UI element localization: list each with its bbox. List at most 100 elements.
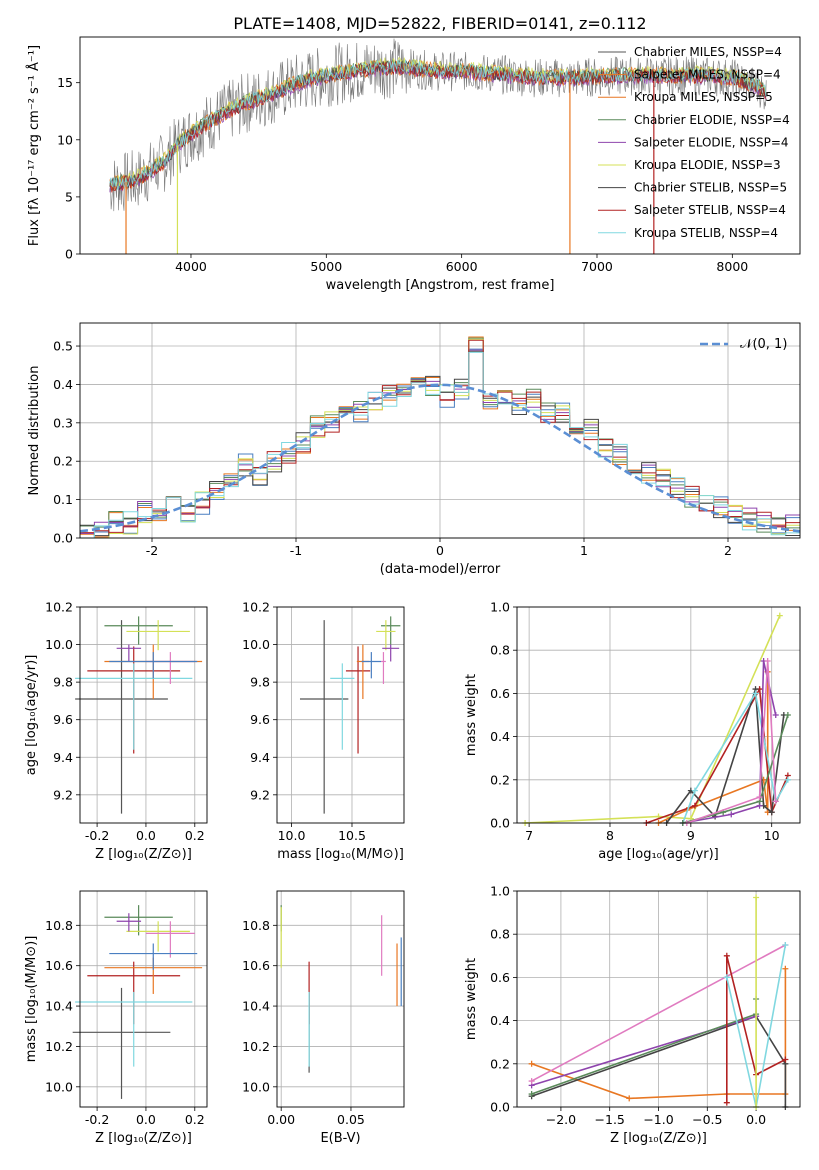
age_vs_Z-frame — [80, 607, 207, 823]
weight_vs_Z-xtick-label: 0.0 — [746, 1112, 766, 1127]
weight_vs_Z-xtick-label: −0.5 — [692, 1112, 722, 1127]
spectrum-xtick-label: 7000 — [581, 259, 613, 274]
weight_vs_age-ytick-label: 0.4 — [490, 729, 510, 744]
mass_vs_ebv-xtick-label: 0.05 — [337, 1112, 365, 1127]
mass_vs_ebv-xtick-label: 0.00 — [267, 1112, 295, 1127]
errorbar-point-5 — [126, 921, 189, 951]
mass_vs_Z-ytick-label: 10.2 — [45, 1039, 73, 1054]
age_vs_Z-ytick-label: 9.2 — [53, 787, 73, 802]
weight_vs_age-panel: 7 8 9 10 0.0 0.2 0.4 0.6 0.8 1.0 age [log₁₀(age/yr… — [464, 600, 800, 863]
age_vs_Z-xtick-label: -0.2 — [85, 828, 109, 843]
age_vs_Z-ytick-label: 10.2 — [45, 600, 73, 615]
weight_vs_Z-ytick-label: 0.4 — [490, 1013, 510, 1028]
spectrum-xtick-label: 4000 — [175, 259, 207, 274]
legend-label-3: Chabrier ELODIE, NSSP=4 — [634, 113, 790, 127]
spectrum-ytick-label: 10 — [57, 132, 73, 147]
age_vs_Z-ytick-label: 9.6 — [53, 712, 73, 727]
weight-line-0 — [525, 616, 780, 823]
gaussian-legend-label: 𝒩(0, 1) — [740, 337, 787, 352]
mass_vs_Z-ytick-label: 10.0 — [45, 1079, 73, 1094]
age_vs_mass-xlabel: mass [log₁₀(M/M⊙)] — [277, 847, 404, 862]
residuals-panel: -2 -1 0 1 20.00.10.20.30.40.5(data-model)/er… — [27, 323, 800, 577]
weight-marker — [529, 1078, 535, 1084]
legend-label-1: Salpeter MILES, NSSP=4 — [634, 68, 781, 82]
spectrum-ylabel: Flux [fλ 10⁻¹⁷ erg cm⁻² s⁻¹ Å⁻¹] — [26, 45, 42, 246]
weight_vs_age-xtick-label: 10 — [764, 828, 780, 843]
age_vs_Z-xtick-label: 0.0 — [136, 828, 156, 843]
weight-marker — [765, 658, 771, 664]
age_vs_mass-panel: 10.0 10.59.29.49.69.810.010.2mass [log₁₀(… — [242, 600, 404, 863]
errorbar-point-0 — [75, 620, 168, 813]
legend-label-5: Kroupa ELODIE, NSSP=3 — [634, 158, 781, 172]
age_vs_Z-ylabel: age [log₁₀(age/yr)] — [24, 655, 39, 776]
residuals-xlabel: (data-model)/error — [380, 562, 501, 577]
legend-label-0: Chabrier MILES, NSSP=4 — [634, 45, 782, 59]
weight_vs_Z-ytick-label: 0.0 — [490, 1100, 510, 1115]
spectrum-xtick-label: 5000 — [310, 259, 342, 274]
weight-marker — [785, 712, 791, 718]
mass_vs_Z-ytick-label: 10.6 — [45, 958, 73, 973]
age_vs_mass-ytick-label: 10.0 — [242, 637, 270, 652]
residuals-ytick-label: 0.0 — [53, 531, 73, 546]
mass_vs_Z-panel: -0.2 0.0 0.2 10.0 10.2 10.4 10.6 10.8 Z [log₁₀(Z… — [24, 891, 207, 1146]
mass_vs_Z-frame — [80, 891, 207, 1107]
errorbar-point-0 — [73, 988, 171, 1099]
age_vs_mass-xtick-label: 10.5 — [338, 828, 366, 843]
spectrum-ytick-label: 0 — [65, 247, 73, 262]
weight_vs_age-ytick-label: 1.0 — [490, 600, 510, 615]
spectrum-xtick-label: 8000 — [716, 259, 748, 274]
weight-marker — [529, 1061, 535, 1067]
weight-line-4 — [532, 999, 757, 1094]
errorbar-point-2 — [346, 646, 370, 753]
age_vs_Z-ytick-label: 10.0 — [45, 637, 73, 652]
legend-label-6: Chabrier STELIB, NSSP=5 — [634, 181, 787, 195]
weight_vs_age-ytick-label: 0.8 — [490, 643, 510, 658]
errorbar-point-4 — [75, 992, 192, 1067]
weight_vs_Z-xtick-label: −1.0 — [643, 1112, 673, 1127]
mass_vs_Z-ylabel: mass [log₁₀(M/M⊙)] — [24, 936, 39, 1063]
weight-marker — [753, 894, 759, 900]
age_vs_Z-xlabel: Z [log₁₀(Z/Z⊙)] — [95, 847, 192, 862]
residuals-xtick-label: -2 — [146, 543, 158, 558]
errorbar-point-6 — [381, 652, 386, 684]
legend-label-2: Kroupa MILES, NSSP=5 — [634, 90, 773, 104]
age_vs_Z-ytick-label: 9.8 — [53, 675, 73, 690]
errorbar-point-7 — [117, 645, 141, 662]
mass_vs_Z-xtick-label: -0.2 — [85, 1112, 109, 1127]
spectrum-xtick-label: 6000 — [446, 259, 478, 274]
weight_vs_Z-panel: −2.0 −1.5 −1.0 −0.5 0.0 0.0 0.2 0.4 0.6 0.8 1.0 Z [… — [464, 884, 800, 1147]
age_vs_mass-ytick-label: 9.6 — [250, 712, 270, 727]
mass_vs_ebv-ytick-label: 10.2 — [242, 1039, 270, 1054]
errorbar-point-0 — [300, 620, 348, 813]
weight_vs_Z-ytick-label: 1.0 — [490, 884, 510, 899]
residuals-ytick-label: 0.3 — [53, 415, 73, 430]
mass_vs_ebv-ytick-label: 10.4 — [242, 999, 270, 1014]
age_vs_Z-panel: -0.2 0.0 0.29.29.49.69.810.010.2Z [log₁₀(Z… — [24, 600, 207, 863]
errorbar-point-4 — [75, 663, 192, 749]
errorbar-point-1 — [104, 616, 172, 644]
legend-label-8: Kroupa STELIB, NSSP=4 — [634, 226, 778, 240]
weight_vs_Z-xlabel: Z [log₁₀(Z/Z⊙)] — [610, 1131, 707, 1146]
weight_vs_Z-ylabel: mass weight — [464, 958, 479, 1040]
errorbar-point-3 — [357, 645, 369, 699]
weight_vs_age-ytick-label: 0.0 — [490, 816, 510, 831]
weight-marker — [724, 1100, 730, 1106]
weight_vs_age-xlabel: age [log₁₀(age/yr)] — [598, 847, 719, 862]
residuals-xtick-label: -1 — [290, 543, 302, 558]
age_vs_Z-ytick-label: 9.4 — [53, 750, 73, 765]
weight_vs_Z-ytick-label: 0.2 — [490, 1056, 510, 1071]
age_vs_mass-frame — [277, 607, 404, 823]
residuals-ytick-label: 0.4 — [53, 377, 73, 392]
residuals-ytick-label: 0.5 — [53, 339, 73, 354]
spectrum-ytick-label: 15 — [57, 75, 73, 90]
errorbar-point-8 — [109, 652, 197, 678]
mass_vs_Z-ytick-label: 10.8 — [45, 918, 73, 933]
figure: PLATE=1408, MJD=52822, FIBERID=0141, z=0… — [0, 0, 819, 1170]
mass_vs_Z-xtick-label: 0.2 — [185, 1112, 205, 1127]
mass_vs_ebv-ytick-label: 10.8 — [242, 918, 270, 933]
weight_vs_Z-xtick-label: −2.0 — [546, 1112, 576, 1127]
spectrum-xlabel: wavelength [Angstrom, rest frame] — [326, 278, 555, 293]
plots-layer: 4000 5000 6000 7000 8000051015wavelength [An… — [24, 37, 800, 1146]
weight-marker — [626, 1095, 632, 1101]
weight_vs_age-ylabel: mass weight — [464, 674, 479, 756]
